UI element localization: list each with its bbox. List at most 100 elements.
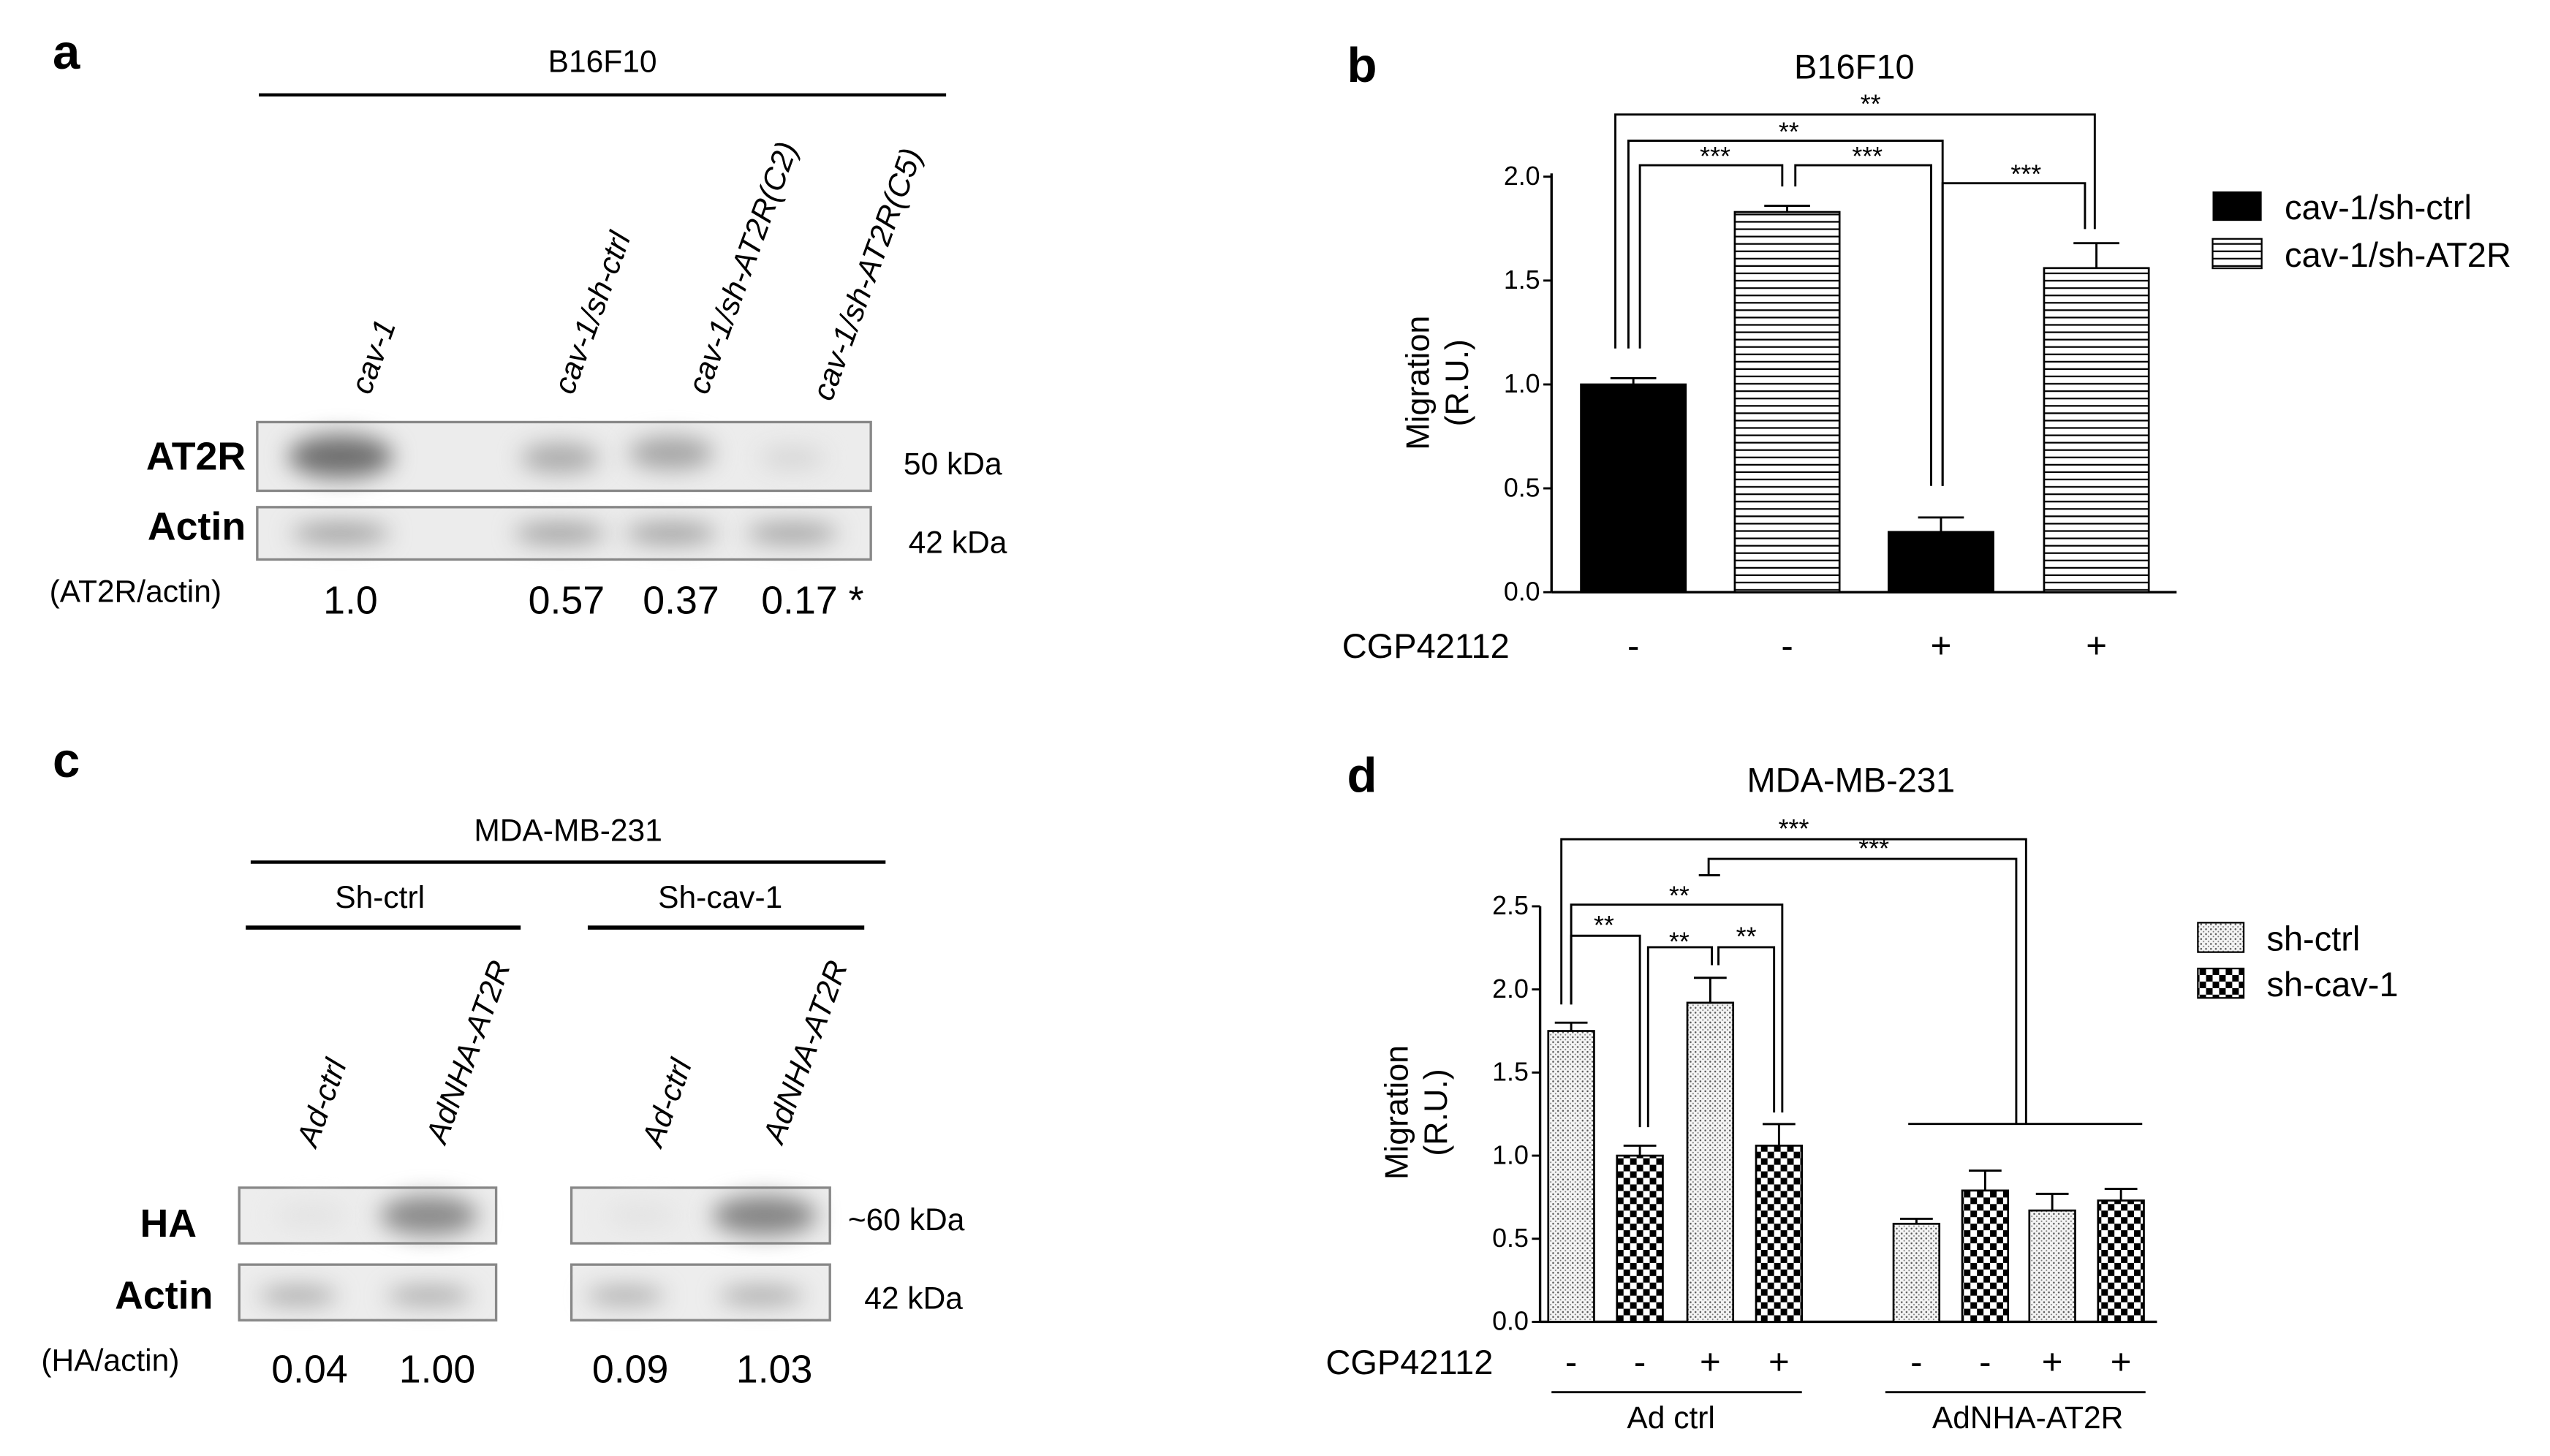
weight-label: 42 kDa bbox=[909, 526, 1007, 561]
treatment-mark: - bbox=[1979, 1342, 1991, 1382]
blot-band bbox=[746, 523, 839, 544]
treatment-mark: + bbox=[2111, 1342, 2132, 1382]
legend-swatch bbox=[2197, 922, 2245, 953]
chart-title: MDA-MB-231 bbox=[1747, 760, 1956, 799]
treatment-mark: - bbox=[1565, 1342, 1577, 1382]
blot-band bbox=[625, 523, 717, 544]
treatment-mark: + bbox=[1768, 1342, 1790, 1382]
y-axis-label: (R.U.) bbox=[1418, 1069, 1454, 1156]
treatment-mark: - bbox=[1627, 626, 1639, 666]
blot-band bbox=[605, 1202, 678, 1229]
legend-d: sh-ctrl sh-cav-1 bbox=[2197, 919, 2399, 1004]
lane-label: cav-1/sh-AT2R(C5) bbox=[806, 144, 929, 405]
blot-band bbox=[259, 1287, 338, 1304]
blot-ha bbox=[238, 1186, 831, 1245]
weight-label: 42 kDa bbox=[864, 1282, 963, 1316]
lane-label: AdNHA-AT2R bbox=[757, 956, 855, 1150]
treatment-mark: + bbox=[2086, 626, 2107, 666]
y-tick-label: 0.0 bbox=[1492, 1307, 1529, 1336]
significance-brackets bbox=[1560, 838, 2143, 1128]
treatment-mark: - bbox=[1634, 1342, 1646, 1382]
bar bbox=[2043, 267, 2150, 594]
y-axis-label: Migration bbox=[1378, 1045, 1415, 1180]
ratio-label: (HA/actin) bbox=[41, 1344, 179, 1379]
cell-line-label: MDA-MB-231 bbox=[474, 814, 662, 848]
bar bbox=[1892, 1222, 1941, 1323]
ratio-value: 0.57 bbox=[529, 578, 605, 622]
legend-label: cav-1/sh-ctrl bbox=[2285, 188, 2472, 227]
legend-b: cav-1/sh-ctrl cav-1/sh-AT2R bbox=[2212, 188, 2511, 274]
bar bbox=[1547, 1030, 1595, 1323]
bar bbox=[1580, 383, 1687, 594]
sig-label: ** bbox=[1669, 881, 1690, 911]
treatment-label: CGP42112 bbox=[1325, 1343, 1493, 1381]
y-tick-label: 2.0 bbox=[1504, 162, 1540, 191]
blot-band bbox=[628, 436, 714, 470]
bar bbox=[1755, 1145, 1804, 1323]
panel-letter-a: a bbox=[53, 25, 80, 80]
sig-label: *** bbox=[1858, 834, 1889, 863]
sig-label: ** bbox=[1594, 911, 1614, 940]
sig-label: ** bbox=[1861, 89, 1881, 118]
blot-band bbox=[379, 1196, 478, 1235]
sig-label: *** bbox=[1852, 142, 1883, 171]
treatment-mark: + bbox=[2042, 1342, 2063, 1382]
blot-actin-c bbox=[238, 1263, 831, 1322]
blot-band bbox=[386, 1287, 472, 1304]
blot-band bbox=[514, 523, 606, 544]
ratio-value: 1.00 bbox=[399, 1347, 476, 1391]
bar bbox=[1616, 1154, 1664, 1323]
blot-band bbox=[712, 1196, 817, 1235]
y-tick-label: 0.0 bbox=[1504, 577, 1540, 606]
treatment-mark: - bbox=[1781, 626, 1793, 666]
bar bbox=[2097, 1199, 2145, 1323]
lane-label: AdNHA-AT2R bbox=[419, 956, 518, 1150]
group-label: AdNHA-AT2R bbox=[1932, 1401, 2123, 1436]
group-label: Sh-cav-1 bbox=[658, 881, 782, 915]
treatment-mark: + bbox=[1931, 626, 1952, 666]
y-tick-label: 0.5 bbox=[1492, 1224, 1529, 1253]
cell-line-label: B16F10 bbox=[548, 45, 657, 79]
sig-label: *** bbox=[1779, 814, 1809, 843]
bar bbox=[1961, 1189, 2010, 1323]
legend-swatch bbox=[2212, 191, 2262, 221]
y-tick-label: 1.5 bbox=[1504, 265, 1540, 295]
ratio-label: (AT2R/actin) bbox=[50, 575, 222, 610]
lane-label: Ad-ctrl bbox=[635, 1054, 700, 1153]
y-tick-label: 1.5 bbox=[1492, 1058, 1529, 1087]
y-tick-label: 0.5 bbox=[1504, 473, 1540, 502]
lane-label: cav-1/sh-AT2R(C2) bbox=[682, 137, 805, 398]
row-label: HA bbox=[140, 1202, 197, 1245]
lane-label: Ad-ctrl bbox=[290, 1054, 355, 1153]
panel-a: a B16F10 cav-1 cav-1/sh-ctrl cav-1/sh-AT… bbox=[50, 25, 1007, 622]
blot-band bbox=[275, 1202, 347, 1229]
lane-label: cav-1/sh-ctrl bbox=[548, 227, 638, 398]
sig-label: ** bbox=[1779, 117, 1799, 146]
ratio-value: 0.37 bbox=[643, 578, 719, 622]
legend-label: cav-1/sh-AT2R bbox=[2285, 235, 2511, 274]
sig-label: *** bbox=[1700, 142, 1730, 171]
panel-letter-c: c bbox=[53, 733, 80, 788]
blot-band bbox=[586, 1287, 665, 1304]
blot-band bbox=[291, 523, 390, 544]
group-label: Ad ctrl bbox=[1627, 1401, 1715, 1436]
bar bbox=[1686, 1001, 1735, 1323]
treatment-label: CGP42112 bbox=[1342, 626, 1510, 665]
y-axis-label: Migration bbox=[1399, 316, 1436, 450]
blot-band bbox=[759, 447, 825, 470]
weight-label: ~60 kDa bbox=[848, 1203, 965, 1237]
legend-label: sh-ctrl bbox=[2266, 919, 2360, 958]
y-axis-label: (R.U.) bbox=[1439, 339, 1475, 426]
bar bbox=[1887, 531, 1994, 594]
ratio-value: 1.03 bbox=[736, 1347, 813, 1391]
ratio-value: 0.04 bbox=[271, 1347, 348, 1391]
legend-label: sh-cav-1 bbox=[2266, 965, 2398, 1004]
chart-b: b B16F10 Migration (R.U.) CGP42112 0.0 0.… bbox=[1342, 38, 2511, 666]
row-label: Actin bbox=[115, 1274, 213, 1318]
y-tick-label: 2.5 bbox=[1492, 891, 1529, 920]
blot-band bbox=[288, 435, 393, 478]
sig-label: *** bbox=[2010, 160, 2041, 189]
weight-label: 50 kDa bbox=[904, 447, 1002, 482]
ratio-value: 0.09 bbox=[592, 1347, 669, 1391]
